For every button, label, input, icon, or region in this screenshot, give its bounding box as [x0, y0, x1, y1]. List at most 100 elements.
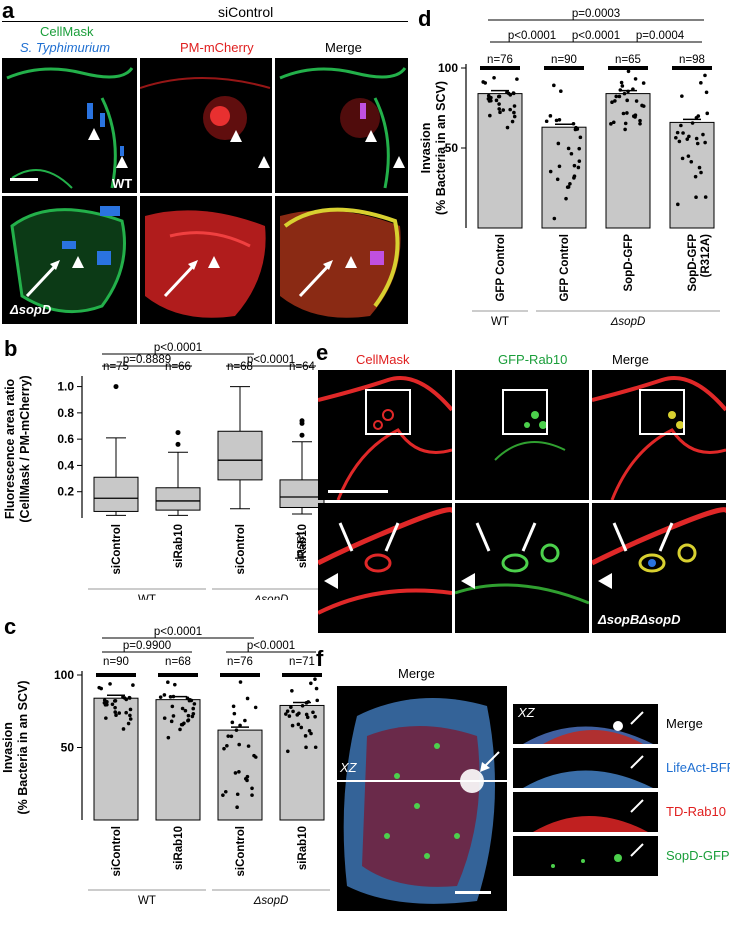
data-point — [696, 114, 701, 118]
data-point — [112, 699, 117, 703]
micrograph-e-inset-merge — [592, 503, 726, 633]
p-value: p<0.0001 — [154, 626, 202, 638]
category-label: siRab10 — [173, 524, 185, 568]
data-point — [703, 140, 707, 145]
data-point — [192, 702, 197, 706]
data-point — [559, 89, 563, 94]
panel-f-channel-rab10: TD-Rab10 — [666, 804, 726, 819]
data-point — [105, 702, 109, 707]
data-point — [306, 700, 311, 704]
data-point — [235, 805, 239, 810]
outlier — [113, 384, 119, 390]
bar — [541, 126, 587, 229]
n-label: n=76 — [487, 54, 513, 66]
data-point — [166, 680, 170, 685]
data-point — [505, 125, 510, 130]
data-point — [178, 727, 182, 732]
data-point — [170, 704, 175, 709]
category-label: siControl — [111, 524, 123, 574]
data-point — [512, 114, 517, 119]
data-point — [222, 746, 226, 751]
data-point — [674, 135, 678, 140]
bar — [155, 699, 201, 821]
data-point — [544, 119, 549, 124]
data-point — [515, 77, 519, 81]
data-point — [626, 89, 630, 94]
data-point — [693, 174, 698, 179]
p-value: p<0.0001 — [154, 342, 202, 354]
data-point — [578, 135, 583, 140]
data-point — [127, 696, 132, 700]
micrograph-e-inset-cellmask — [318, 503, 452, 633]
data-point — [622, 91, 627, 96]
outlier — [299, 418, 305, 424]
data-point — [179, 722, 184, 727]
n-label: n=64 — [289, 361, 316, 373]
y-axis-label-1: (CellMask / PM-mCherry) — [18, 375, 32, 522]
y-tick-label: 0.4 — [57, 458, 74, 472]
category-label: siRab10 — [173, 826, 185, 870]
group-label-sopd: ΔsopD — [253, 594, 289, 600]
data-point — [233, 771, 238, 775]
data-point — [99, 686, 104, 691]
data-point — [614, 94, 619, 99]
micrograph-sopd-merge — [275, 196, 408, 324]
micrograph-wt-cellmask — [2, 58, 137, 193]
data-point — [497, 107, 502, 111]
bar — [605, 93, 651, 229]
box — [93, 476, 139, 512]
data-point — [287, 714, 292, 718]
data-point — [564, 196, 568, 201]
bar — [669, 121, 715, 229]
data-point — [183, 708, 188, 713]
data-point — [237, 770, 241, 774]
box — [155, 487, 201, 511]
data-point — [557, 117, 562, 122]
data-point — [511, 91, 516, 96]
data-point — [613, 99, 617, 103]
bar — [279, 704, 325, 821]
data-point — [568, 182, 572, 186]
data-point — [305, 715, 310, 720]
data-point — [243, 718, 247, 723]
data-point — [108, 682, 112, 686]
category-label: SopD-GFP — [623, 234, 635, 292]
data-point — [124, 710, 128, 715]
y-tick-label: 100 — [438, 61, 458, 75]
data-point — [309, 681, 313, 686]
data-point — [565, 185, 570, 189]
n-label: n=76 — [227, 656, 253, 668]
data-point — [253, 705, 258, 710]
data-point — [231, 704, 236, 709]
data-point — [113, 705, 117, 710]
data-point — [686, 154, 691, 158]
data-point — [113, 710, 118, 714]
micrograph-f-merge — [337, 686, 507, 911]
data-point — [508, 93, 513, 97]
data-point — [234, 728, 239, 732]
micrograph-f-xz-merge — [513, 704, 658, 744]
data-point — [223, 789, 228, 794]
n-label: n=68 — [227, 361, 253, 373]
data-point — [685, 137, 690, 141]
channel-label-salmonella: S. Typhimurium — [20, 40, 111, 55]
data-point — [180, 706, 185, 711]
data-point — [626, 69, 631, 74]
data-point — [625, 98, 629, 103]
data-point — [171, 714, 176, 718]
data-point — [572, 163, 577, 168]
data-point — [617, 94, 622, 99]
y-axis-label-1: (% Bacteria in an SCV) — [434, 81, 448, 215]
row-label-sopd: ΔsopD — [10, 302, 52, 317]
panel-e-channel-merge: Merge — [612, 352, 649, 367]
data-point — [286, 749, 290, 754]
panel-f-xz-label-small: XZ — [518, 705, 535, 720]
group-label-wt: WT — [138, 895, 156, 907]
data-point — [190, 714, 195, 719]
outlier — [175, 441, 181, 447]
data-point — [304, 745, 308, 750]
y-tick-label: 0.8 — [57, 406, 74, 420]
data-point — [548, 169, 553, 174]
data-point — [253, 755, 258, 759]
group-label-sopd: ΔsopD — [610, 316, 646, 328]
